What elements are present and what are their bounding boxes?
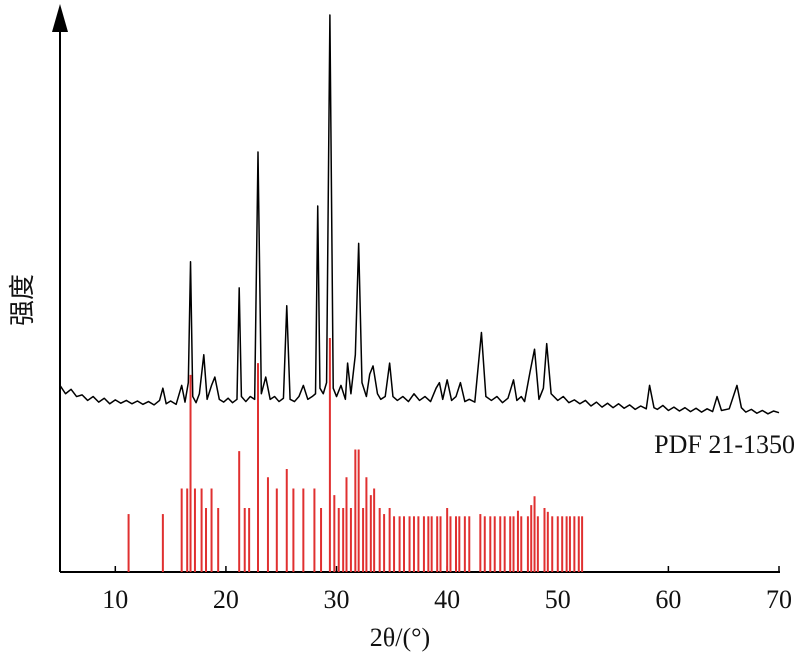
x-tick-label: 30 — [324, 585, 350, 614]
x-tick-label: 60 — [655, 585, 681, 614]
x-tick-label: 50 — [545, 585, 571, 614]
y-axis-label: 强度 — [8, 274, 37, 326]
x-tick-label: 40 — [434, 585, 460, 614]
x-axis-label: 2θ/(°) — [370, 623, 430, 652]
x-tick-label: 10 — [102, 585, 128, 614]
x-tick-label: 70 — [766, 585, 792, 614]
pattern-line — [59, 14, 780, 415]
series-label: PDF 21-1350 — [654, 430, 795, 459]
x-tick-label: 20 — [213, 585, 239, 614]
y-axis-arrow — [52, 4, 68, 32]
